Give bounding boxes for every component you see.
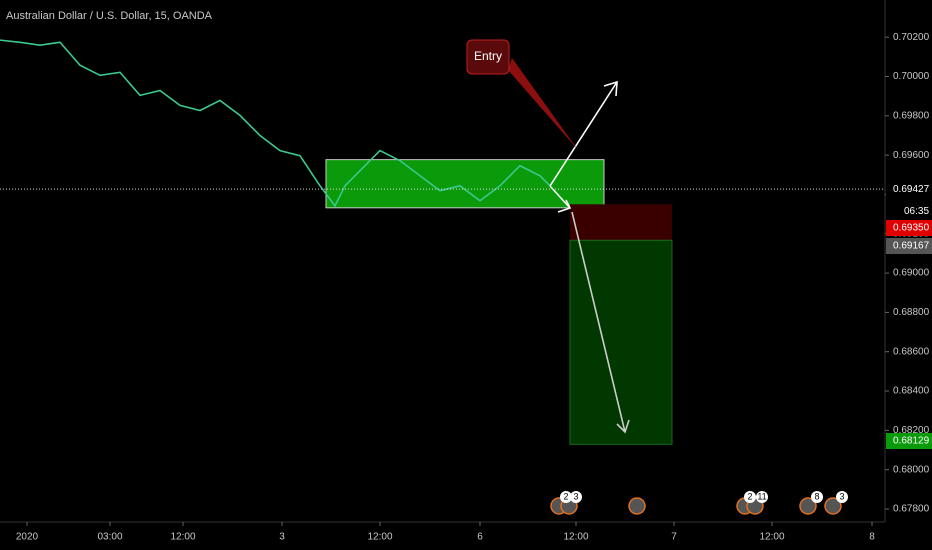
event-count: 3 bbox=[839, 491, 844, 501]
y-tick-label: 0.69600 bbox=[893, 150, 930, 161]
y-tick-label: 0.68200 bbox=[893, 425, 930, 436]
x-tick-label: 7 bbox=[671, 532, 677, 543]
event-badge bbox=[811, 491, 823, 503]
price-line bbox=[0, 39, 551, 208]
y-tick-label: 0.68800 bbox=[893, 307, 930, 318]
x-tick-label: 12:00 bbox=[759, 532, 784, 543]
last-price-tag bbox=[886, 181, 932, 198]
chart-title: Australian Dollar / U.S. Dollar, 15, OAN… bbox=[6, 10, 213, 22]
last-price-label: 0.69427 bbox=[893, 184, 930, 195]
event-badge bbox=[756, 491, 768, 503]
event-count: 2 bbox=[563, 491, 568, 501]
arrow-head bbox=[557, 199, 572, 213]
target-tag bbox=[886, 433, 932, 449]
target-arrow bbox=[571, 211, 626, 433]
stop-tag bbox=[886, 220, 932, 236]
event-badge bbox=[836, 491, 848, 503]
x-tick-label: 03:00 bbox=[97, 532, 122, 543]
event-icon bbox=[824, 497, 842, 515]
arrow-head bbox=[616, 419, 630, 434]
range-zone bbox=[325, 159, 605, 209]
event-badge bbox=[560, 491, 572, 503]
event-badge bbox=[570, 491, 582, 503]
event-count: 2 bbox=[747, 491, 752, 501]
x-tick-label: 12:00 bbox=[563, 532, 588, 543]
down-arrow bbox=[549, 185, 571, 209]
callout-text: Entry bbox=[474, 49, 502, 63]
plot bbox=[0, 39, 673, 445]
x-tick-label: 3 bbox=[279, 532, 285, 543]
y-tick-label: 0.68400 bbox=[893, 386, 930, 397]
event-icon bbox=[628, 497, 646, 515]
y-tick-label: 0.68600 bbox=[893, 346, 930, 357]
y-tick-label: 0.68000 bbox=[893, 464, 930, 475]
y-tick-label: 0.69000 bbox=[893, 268, 930, 279]
callout-pointer bbox=[508, 58, 578, 150]
stop-label: 0.69350 bbox=[893, 223, 930, 234]
y-tick-label: 0.70200 bbox=[893, 32, 930, 43]
up-arrow bbox=[549, 81, 618, 187]
arrow-head bbox=[603, 80, 618, 97]
y-tick-label: 0.67800 bbox=[893, 504, 930, 515]
entry-label: 0.69167 bbox=[893, 241, 930, 252]
event-icon bbox=[799, 497, 817, 515]
y-tick-label: 0.69800 bbox=[893, 110, 930, 121]
x-tick-label: 12:00 bbox=[367, 532, 392, 543]
target-zone bbox=[569, 239, 673, 445]
entry-tag bbox=[886, 238, 932, 254]
event-count: 3 bbox=[573, 491, 578, 501]
callout-box bbox=[466, 39, 510, 75]
target-label: 0.68129 bbox=[893, 436, 930, 447]
y-tick-label: 0.70000 bbox=[893, 71, 930, 82]
x-tick-label: 8 bbox=[869, 532, 875, 543]
x-tick-label: 12:00 bbox=[170, 532, 195, 543]
event-count: 11 bbox=[757, 491, 766, 501]
event-badge bbox=[744, 491, 756, 503]
event-count: 8 bbox=[814, 491, 819, 501]
arrows bbox=[549, 80, 630, 434]
x-tick-label: 6 bbox=[477, 532, 483, 543]
countdown-label: 06:35 bbox=[904, 206, 929, 217]
stop-zone bbox=[570, 204, 672, 241]
x-tick-label: 2020 bbox=[16, 532, 39, 543]
